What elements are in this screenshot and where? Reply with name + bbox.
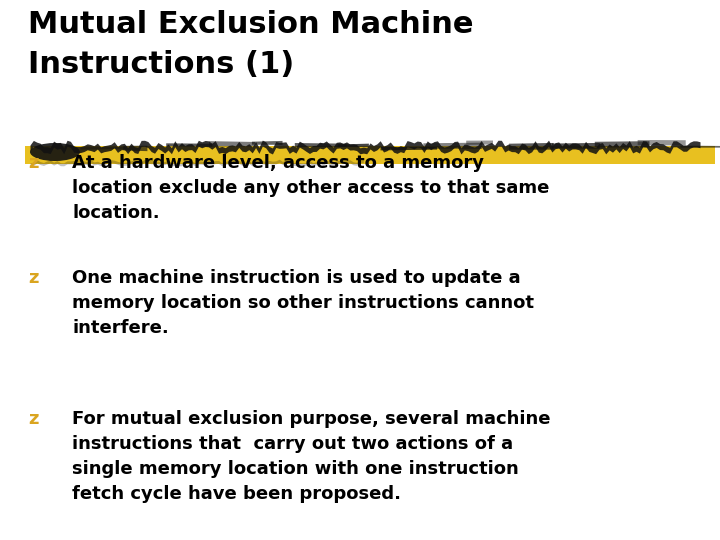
FancyBboxPatch shape (25, 146, 715, 164)
Text: Mutual Exclusion Machine: Mutual Exclusion Machine (28, 10, 474, 39)
Text: One machine instruction is used to update a
memory location so other instruction: One machine instruction is used to updat… (72, 268, 534, 336)
Text: z: z (28, 268, 38, 287)
Ellipse shape (30, 143, 80, 161)
Text: For mutual exclusion purpose, several machine
instructions that  carry out two a: For mutual exclusion purpose, several ma… (72, 410, 551, 503)
Text: Instructions (1): Instructions (1) (28, 50, 294, 79)
Text: At a hardware level, access to a memory
location exclude any other access to tha: At a hardware level, access to a memory … (72, 153, 549, 221)
Text: z: z (28, 153, 38, 172)
Text: z: z (28, 410, 38, 428)
